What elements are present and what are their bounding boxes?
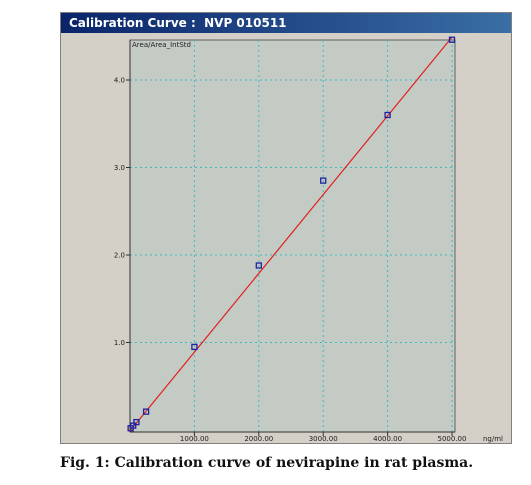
x-tick-label: 5000.00 [438,435,467,443]
data-point [448,36,456,43]
data-point [320,177,327,184]
x-tick-label: 1000.00 [180,435,209,443]
y-tick-label: 1.0 [114,339,125,347]
data-point [384,111,391,119]
y-axis-label: Area/Area_IntStd [132,41,191,49]
x-tick-label: 4000.00 [373,435,402,443]
data-point [142,408,150,415]
y-tick-label: 2.0 [114,252,125,260]
figure-caption: Fig. 1: Calibration curve of nevirapine … [60,455,474,471]
y-tick-label: 3.0 [114,164,125,172]
x-axis-label: ng/ml [483,435,503,443]
y-tick-label: 4.0 [114,77,125,85]
x-tick-label: 3000.00 [309,435,338,443]
plot-area [129,39,456,433]
data-point [130,422,137,429]
data-point [133,418,140,426]
window-title: Calibration Curve : NVP 010511 [61,13,511,33]
x-tick-label: 2000.00 [244,435,273,443]
data-point [255,262,262,269]
regression-line [129,36,453,432]
data-point [191,343,198,351]
